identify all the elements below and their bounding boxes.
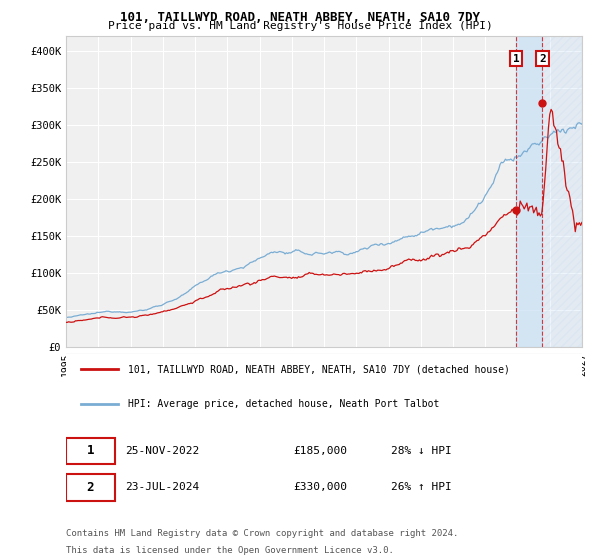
Text: 26% ↑ HPI: 26% ↑ HPI	[391, 482, 452, 492]
FancyBboxPatch shape	[61, 352, 587, 429]
Text: 1: 1	[512, 54, 519, 64]
FancyBboxPatch shape	[66, 438, 115, 464]
Text: 2: 2	[539, 54, 546, 64]
Text: 101, TAILLWYD ROAD, NEATH ABBEY, NEATH, SA10 7DY (detached house): 101, TAILLWYD ROAD, NEATH ABBEY, NEATH, …	[128, 365, 510, 375]
Text: £330,000: £330,000	[293, 482, 347, 492]
Bar	[542, 36, 582, 347]
Bar	[516, 36, 542, 347]
FancyBboxPatch shape	[66, 474, 115, 501]
Text: 1: 1	[86, 444, 94, 458]
Text: 2: 2	[86, 480, 94, 494]
Text: 23-JUL-2024: 23-JUL-2024	[125, 482, 200, 492]
Text: This data is licensed under the Open Government Licence v3.0.: This data is licensed under the Open Gov…	[66, 546, 394, 555]
Text: 25-NOV-2022: 25-NOV-2022	[125, 446, 200, 456]
Text: 28% ↓ HPI: 28% ↓ HPI	[391, 446, 452, 456]
Text: £185,000: £185,000	[293, 446, 347, 456]
Text: Contains HM Land Registry data © Crown copyright and database right 2024.: Contains HM Land Registry data © Crown c…	[66, 529, 458, 538]
Text: HPI: Average price, detached house, Neath Port Talbot: HPI: Average price, detached house, Neat…	[128, 399, 439, 409]
Text: 101, TAILLWYD ROAD, NEATH ABBEY, NEATH, SA10 7DY: 101, TAILLWYD ROAD, NEATH ABBEY, NEATH, …	[120, 11, 480, 24]
Text: Price paid vs. HM Land Registry's House Price Index (HPI): Price paid vs. HM Land Registry's House …	[107, 21, 493, 31]
